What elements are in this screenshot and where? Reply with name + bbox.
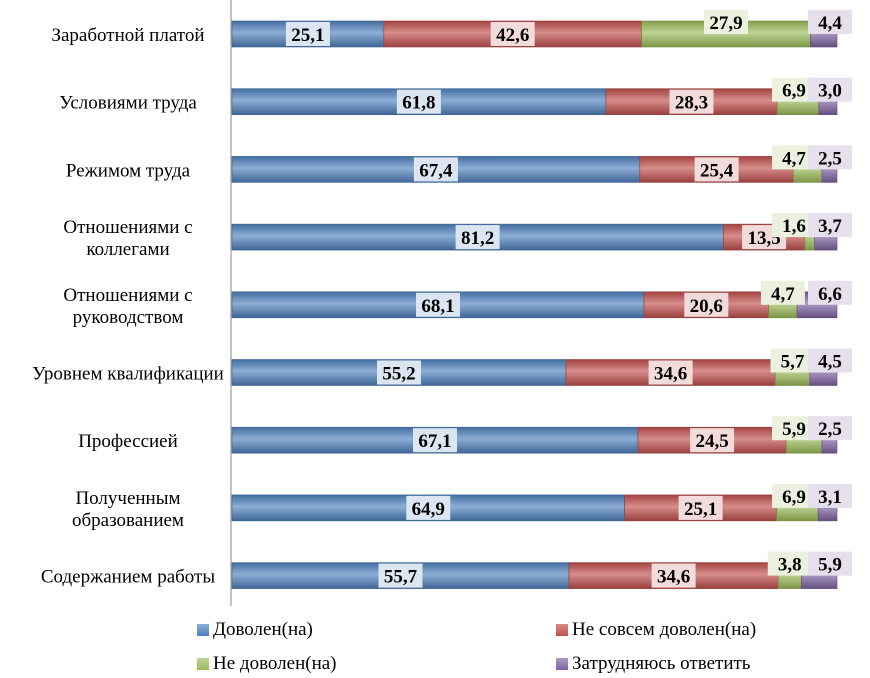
data-label-satisfied: 61,8 [402, 93, 435, 114]
legend-item-not-quite-satisfied: Не совсем доволен(на) [556, 616, 756, 644]
data-label-bg-not-quite-satisfied [490, 22, 535, 46]
category-label: Условиями труда [59, 93, 197, 114]
data-label-bg-hard-to-say [808, 483, 852, 508]
category-label: Содержанием работы [41, 567, 215, 588]
data-label-bg-satisfied [406, 495, 451, 520]
data-label-bg-satisfied [413, 157, 458, 182]
legend-label-not-satisfied: Не доволен(на) [213, 653, 337, 674]
data-label-satisfied: 55,7 [384, 567, 418, 588]
data-label-bg-hard-to-say [808, 348, 852, 373]
data-label-not-quite-satisfied: 25,4 [700, 160, 734, 181]
category-labels: Заработной платой Условиями труда Режимом … [32, 25, 224, 588]
data-label-bg-not-quite-satisfied [694, 157, 739, 182]
data-label-hard-to-say: 3,7 [818, 216, 842, 237]
legend-label-satisfied: Доволен(на) [213, 619, 313, 640]
category-label: Режимом труда [66, 160, 191, 181]
data-label-satisfied: 68,1 [421, 296, 454, 317]
data-label-bg-not-quite-satisfied [684, 292, 729, 317]
data-label-not-satisfied: 6,9 [782, 81, 806, 102]
legend-swatch-not-satisfied [197, 658, 209, 670]
data-label-not-satisfied: 4,7 [782, 148, 806, 169]
data-label-not-satisfied: 5,9 [782, 419, 806, 440]
data-label-not-quite-satisfied: 34,6 [657, 567, 690, 588]
data-label-satisfied: 55,2 [382, 364, 415, 385]
data-label-satisfied: 67,4 [419, 160, 453, 181]
data-label-not-quite-satisfied: 24,5 [695, 431, 728, 452]
data-label-bg-hard-to-say [808, 77, 852, 102]
data-label-hard-to-say: 4,5 [818, 352, 842, 373]
category-label: Уровнем квалификации [32, 364, 224, 385]
category-label: Заработной платой [51, 25, 204, 46]
data-label-bg-not-quite-satisfied [690, 428, 735, 453]
data-label-satisfied: 81,2 [461, 228, 494, 249]
data-label-bg-satisfied [285, 22, 330, 46]
bars-layer [231, 20, 838, 589]
data-label-not-satisfied: 5,7 [781, 352, 805, 373]
data-label-bg-hard-to-say [808, 213, 852, 238]
category-label: Полученным образованием [72, 488, 184, 531]
data-label-hard-to-say: 3,0 [818, 81, 842, 102]
data-label-hard-to-say: 2,5 [818, 148, 842, 169]
legend-item-hard-to-say: Затрудняюсь ответить [556, 650, 750, 678]
data-label-bg-not-satisfied [704, 10, 748, 34]
data-label-bg-hard-to-say [808, 551, 852, 576]
data-label-bg-satisfied [416, 292, 460, 317]
data-label-not-quite-satisfied: 20,6 [690, 296, 723, 317]
data-label-bg-not-satisfied [770, 348, 815, 373]
data-label-bg-hard-to-say [808, 416, 852, 441]
data-label-not-quite-satisfied: 28,3 [675, 93, 708, 114]
data-label-bg-not-quite-satisfied [669, 89, 714, 114]
data-label-not-satisfied: 4,7 [771, 284, 795, 305]
data-label-bg-not-satisfied [767, 551, 812, 576]
labels-layer: 25,1 42,6 27,9 4,4 61,8 28,3 6,9 3,0 67,4 25,4 4,7… [285, 10, 852, 588]
legend-swatch-not-quite-satisfied [556, 624, 568, 636]
data-label-not-satisfied: 6,9 [782, 487, 806, 508]
legend-swatch-hard-to-say [556, 658, 568, 670]
data-label-satisfied: 25,1 [291, 25, 324, 46]
data-label-bg-not-satisfied [760, 280, 805, 305]
data-label-bg-hard-to-say [808, 145, 852, 170]
stacked-bar-chart: 25,1 42,6 27,9 4,4 61,8 28,3 6,9 3,0 67,4 25,4 4,7… [32, 0, 852, 606]
legend-label-hard-to-say: Затрудняюсь ответить [572, 653, 751, 674]
data-label-bg-satisfied [455, 225, 500, 250]
data-label-not-quite-satisfied: 25,1 [684, 499, 717, 520]
data-label-satisfied: 67,1 [418, 431, 451, 452]
data-label-not-satisfied: 3,8 [778, 555, 802, 576]
data-label-hard-to-say: 5,9 [818, 555, 842, 576]
data-label-not-quite-satisfied: 34,6 [654, 364, 687, 385]
data-label-not-quite-satisfied: 42,6 [496, 25, 529, 46]
data-label-bg-not-quite-satisfied [678, 495, 723, 520]
legend-item-not-satisfied: Не доволен(на) [197, 650, 337, 678]
category-label: Отношениями с руководством [63, 285, 192, 328]
data-label-bg-hard-to-say [808, 10, 852, 34]
data-label-not-satisfied: 1,6 [782, 216, 806, 237]
data-label-hard-to-say: 6,6 [818, 284, 842, 305]
category-label: Отношениями с коллегами [63, 217, 192, 260]
legend: Доволен(на) Не совсем доволен(на) Не дов… [0, 612, 870, 676]
data-label-bg-satisfied [378, 563, 423, 588]
data-label-hard-to-say: 3,1 [818, 487, 842, 508]
data-label-not-satisfied: 27,9 [709, 13, 742, 34]
category-label: Профессией [78, 431, 178, 452]
data-label-bg-not-quite-satisfied [648, 360, 693, 385]
data-label-hard-to-say: 2,5 [818, 419, 842, 440]
data-label-bg-not-quite-satisfied [651, 563, 696, 588]
legend-swatch-satisfied [197, 624, 209, 636]
data-label-bg-satisfied [396, 89, 441, 114]
data-label-bg-satisfied [377, 360, 421, 385]
legend-item-satisfied: Доволен(на) [197, 616, 313, 644]
data-label-satisfied: 64,9 [412, 499, 445, 520]
data-label-bg-satisfied [413, 428, 457, 453]
data-label-hard-to-say: 4,4 [818, 13, 842, 34]
legend-label-not-quite-satisfied: Не совсем доволен(на) [572, 619, 757, 640]
data-label-bg-hard-to-say [808, 280, 852, 305]
